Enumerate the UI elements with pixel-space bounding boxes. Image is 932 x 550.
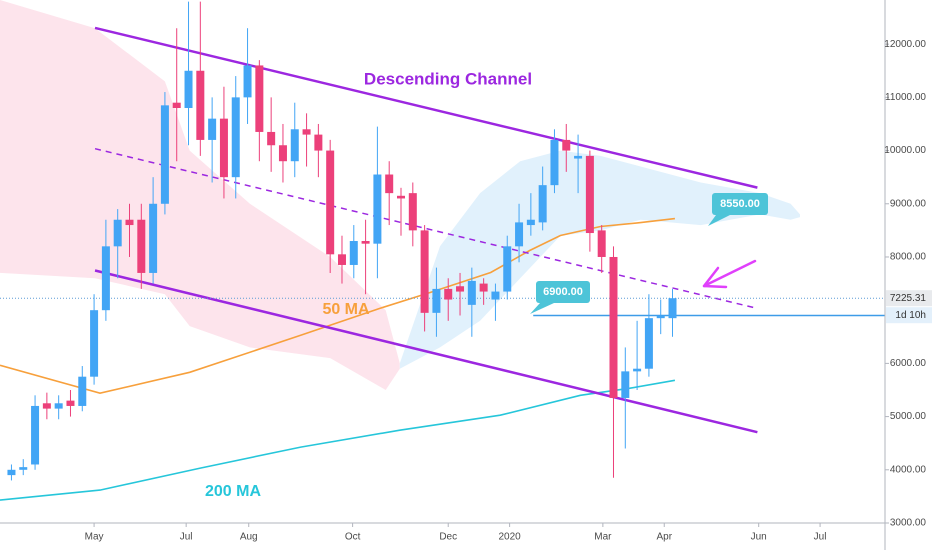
channel-label: Descending Channel [364, 69, 532, 88]
candle-body [585, 155, 594, 234]
y-tick-label: 12000.00 [884, 39, 926, 50]
y-tick-label: 5000.00 [890, 411, 927, 422]
candle-body [515, 222, 524, 247]
y-tick-label: 9000.00 [890, 198, 927, 209]
candle-body [668, 298, 677, 319]
countdown-label: 1d 10h [895, 310, 926, 321]
candle-body [149, 203, 158, 273]
callout-pointer [530, 303, 554, 314]
x-tick-label: 2020 [498, 532, 521, 543]
candle-body [137, 219, 146, 273]
candle-body [337, 254, 346, 265]
candle-body [231, 97, 240, 178]
candle-body [361, 241, 370, 244]
x-tick-label: Jul [180, 532, 193, 543]
ichimoku-cloud [0, 0, 400, 390]
candle-body [562, 139, 571, 151]
arrow [702, 259, 757, 289]
y-tick-label: 11000.00 [885, 92, 926, 103]
candle-body [385, 174, 394, 194]
candle-body [90, 310, 99, 377]
candle-body [196, 70, 205, 140]
candle-body [526, 219, 535, 226]
channel-line [94, 147, 758, 310]
candle-body [125, 219, 134, 226]
candle-body [656, 315, 665, 319]
candle-body [633, 368, 642, 372]
candle-body [467, 280, 476, 305]
candle-body [302, 129, 311, 135]
candle-body [408, 193, 417, 231]
ma-label: 50 MA [322, 301, 370, 318]
candle-body [290, 129, 299, 162]
candle-body [456, 286, 465, 292]
y-tick-label: 8000.00 [890, 252, 927, 263]
candle-body [267, 131, 276, 146]
channel-line [94, 26, 758, 189]
candle-body [255, 65, 264, 132]
candle-body [397, 195, 406, 199]
candle-body [491, 291, 500, 300]
candle-body [550, 139, 559, 186]
candle-body [432, 288, 441, 313]
y-tick-label: 10000.00 [884, 145, 926, 156]
candle-body [66, 400, 75, 406]
callout-box [712, 193, 768, 215]
candle-body [609, 256, 618, 398]
x-tick-label: May [85, 532, 104, 543]
x-tick-label: Aug [240, 532, 258, 543]
candle-body [597, 230, 606, 257]
candle-body [184, 70, 193, 109]
axis-bg [0, 523, 932, 550]
ma-label: 200 MA [205, 483, 261, 500]
candle-body [113, 219, 122, 247]
candle-body [574, 155, 583, 159]
x-tick-label: Apr [656, 532, 672, 543]
candle-body [172, 102, 181, 109]
last-price-label: 7225.31 [890, 293, 927, 304]
countdown-box [886, 307, 932, 324]
candle-body [278, 145, 287, 162]
ichimoku-cloud [399, 150, 800, 369]
candle-body [19, 467, 28, 470]
y-tick-label: 6000.00 [890, 358, 927, 369]
candle-body [78, 376, 87, 406]
candle-body [243, 65, 252, 98]
candle-body [101, 246, 110, 311]
x-tick-label: Dec [439, 532, 457, 543]
callout-pointer [708, 215, 730, 226]
candle-body [420, 230, 429, 313]
candle-body [208, 118, 217, 140]
candle-body [349, 241, 358, 265]
y-tick-label: 3000.00 [890, 518, 927, 529]
axis-bg [885, 0, 932, 550]
candle-body [7, 469, 16, 476]
candle-body [373, 174, 382, 244]
x-tick-label: Oct [345, 532, 361, 543]
candle-body [160, 105, 169, 204]
candle-body [314, 134, 323, 151]
candle-body [31, 405, 40, 465]
x-tick-label: Jul [814, 532, 827, 543]
candle-body [479, 283, 488, 292]
price-line-label: 6900.00 [543, 286, 583, 298]
candle-body [621, 371, 630, 398]
candle-body [326, 150, 335, 255]
channel-line [94, 269, 758, 434]
candle-body [444, 288, 453, 300]
last-price-box [886, 290, 932, 307]
y-tick-label: 4000.00 [890, 464, 927, 475]
candle-body [503, 246, 512, 292]
candle-body [538, 185, 547, 223]
candle-body [219, 118, 228, 178]
x-tick-label: Mar [594, 532, 612, 543]
moving-average [0, 217, 675, 395]
candle-body [644, 318, 653, 369]
x-tick-label: Jun [751, 532, 767, 543]
candle-body [42, 403, 51, 409]
callout-box [536, 281, 590, 303]
candle-body [54, 403, 63, 409]
callout-label: 8550.00 [720, 198, 760, 210]
